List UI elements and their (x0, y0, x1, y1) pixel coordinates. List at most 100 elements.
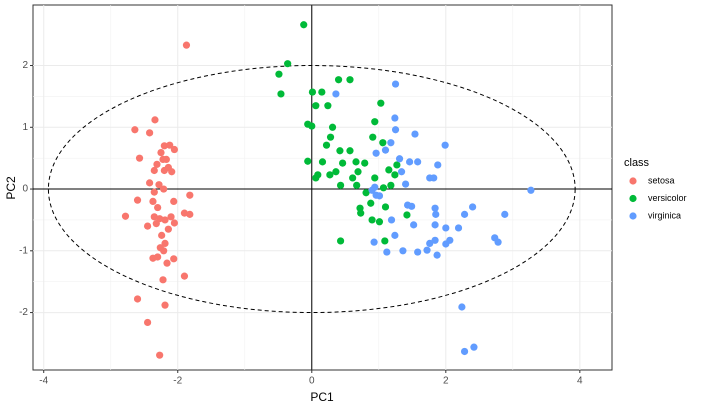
x-tick-label: -2 (173, 376, 182, 387)
point (391, 80, 400, 88)
point (395, 155, 404, 163)
point (156, 351, 164, 359)
point (385, 166, 393, 174)
point (391, 231, 399, 239)
point (393, 161, 401, 169)
point (166, 141, 174, 149)
point (332, 90, 340, 98)
point (501, 210, 509, 218)
point (186, 210, 194, 218)
point (160, 185, 168, 193)
point (277, 90, 285, 98)
point (151, 116, 159, 124)
panel (32, 4, 613, 371)
point (431, 204, 439, 212)
point (391, 126, 400, 134)
point (168, 168, 176, 176)
point (370, 238, 378, 246)
point (180, 272, 189, 280)
point (336, 181, 345, 189)
point (304, 157, 312, 165)
point (446, 236, 454, 244)
point (336, 237, 345, 245)
point (375, 192, 384, 200)
point (352, 158, 360, 166)
point (361, 159, 369, 167)
point (410, 221, 418, 229)
point (362, 189, 370, 197)
point (159, 155, 167, 163)
point (308, 88, 317, 96)
point (155, 181, 163, 189)
x-axis-title: PC1 (310, 390, 334, 404)
point (275, 70, 283, 78)
point (308, 122, 316, 130)
point (149, 197, 157, 205)
point (381, 203, 390, 211)
point (377, 99, 385, 107)
point (469, 203, 477, 211)
point (161, 239, 169, 247)
point (411, 130, 419, 138)
point (160, 247, 168, 255)
legend-swatch (629, 212, 637, 220)
x-tick-label: -4 (39, 376, 48, 387)
point (158, 231, 166, 239)
point (379, 184, 388, 192)
point (312, 102, 320, 110)
y-tick-label: -2 (19, 307, 28, 318)
point (153, 160, 161, 168)
point (423, 246, 431, 254)
point (150, 166, 158, 175)
legend-label: virginica (648, 210, 681, 220)
y-tick-label: 2 (22, 60, 28, 71)
plot-layer (33, 5, 612, 370)
point (349, 174, 357, 182)
point (401, 180, 410, 188)
point (391, 171, 399, 179)
point (434, 161, 442, 169)
point (284, 60, 292, 68)
point (133, 196, 142, 204)
point (135, 154, 144, 162)
point (322, 141, 331, 149)
point (414, 158, 422, 166)
point (454, 224, 463, 232)
point (432, 210, 440, 218)
point (334, 76, 343, 84)
point (494, 238, 502, 246)
point (403, 211, 411, 219)
point (170, 255, 178, 263)
point (121, 212, 130, 220)
point (154, 203, 162, 212)
point (397, 168, 406, 176)
point (431, 221, 439, 229)
point (180, 209, 189, 217)
point (326, 133, 335, 141)
legend-title: class (624, 157, 650, 169)
point (431, 236, 439, 244)
point (470, 343, 478, 351)
point (170, 145, 178, 154)
point (368, 216, 376, 224)
point (383, 248, 391, 256)
point (387, 181, 395, 189)
x-tick-label: 4 (577, 376, 583, 387)
point (131, 126, 139, 134)
point (146, 129, 154, 137)
point (161, 216, 169, 224)
x-tick-label: 0 (309, 376, 315, 387)
y-tick-label: -1 (19, 245, 28, 256)
point (332, 168, 340, 176)
point (312, 174, 320, 182)
point (152, 220, 160, 228)
point (408, 202, 416, 210)
point (379, 139, 387, 147)
legend-swatch (629, 177, 637, 185)
point (353, 181, 361, 189)
point (433, 251, 441, 259)
point (367, 199, 375, 207)
point (346, 147, 354, 155)
point (527, 186, 535, 194)
